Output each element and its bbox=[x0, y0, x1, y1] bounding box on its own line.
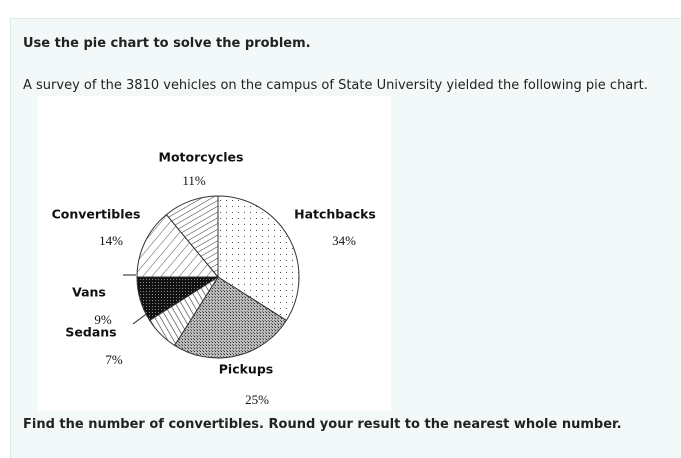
problem-panel: Use the pie chart to solve the problem. … bbox=[10, 18, 681, 458]
value-label: 14% bbox=[99, 233, 123, 248]
category-label: Sedans bbox=[65, 325, 116, 340]
pie-slice bbox=[165, 195, 219, 279]
value-label: 7% bbox=[105, 352, 123, 367]
category-label: Hatchbacks bbox=[294, 207, 376, 222]
pie-slice bbox=[173, 276, 288, 359]
category-label: Convertibles bbox=[52, 207, 141, 222]
value-label: 34% bbox=[332, 233, 356, 248]
intro-text: A survey of the 3810 vehicles on the cam… bbox=[23, 78, 648, 93]
pie-slice bbox=[136, 213, 220, 278]
chart: Hatchbacks 34% Pickups 25% Sedans 7% Vans 9% Con… bbox=[38, 96, 391, 411]
category-label: Pickups bbox=[219, 362, 273, 377]
category-label: Motorcycles bbox=[159, 150, 244, 165]
instruction: Use the pie chart to solve the problem. bbox=[23, 36, 311, 51]
question: Find the number of convertibles. Round y… bbox=[23, 417, 622, 432]
category-label: Vans bbox=[72, 285, 106, 300]
value-label: 25% bbox=[245, 392, 269, 407]
value-label: 11% bbox=[182, 173, 206, 188]
value-label: 9% bbox=[94, 312, 112, 327]
